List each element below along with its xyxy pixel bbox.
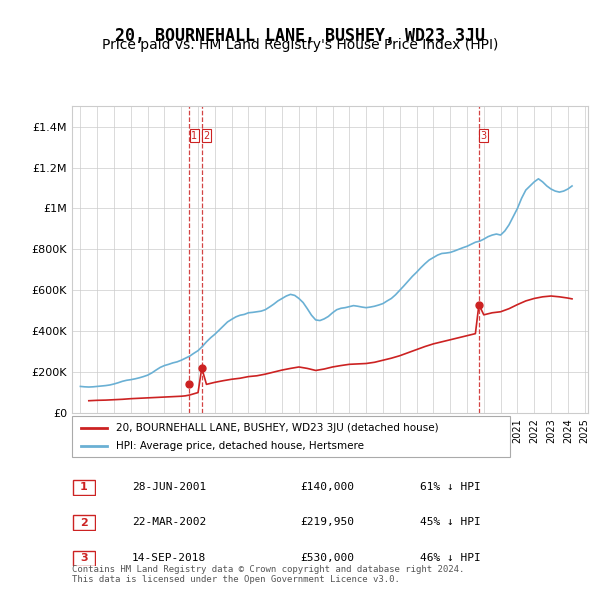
Text: Contains HM Land Registry data © Crown copyright and database right 2024.
This d: Contains HM Land Registry data © Crown c… (72, 565, 464, 584)
Text: 3: 3 (80, 553, 88, 563)
FancyBboxPatch shape (73, 515, 95, 530)
Text: 20, BOURNEHALL LANE, BUSHEY, WD23 3JU: 20, BOURNEHALL LANE, BUSHEY, WD23 3JU (115, 27, 485, 45)
Text: 20, BOURNEHALL LANE, BUSHEY, WD23 3JU (detached house): 20, BOURNEHALL LANE, BUSHEY, WD23 3JU (d… (116, 422, 439, 432)
FancyBboxPatch shape (72, 416, 510, 457)
Text: 1: 1 (191, 131, 197, 141)
Text: 61% ↓ HPI: 61% ↓ HPI (420, 482, 481, 491)
Text: 22-MAR-2002: 22-MAR-2002 (132, 517, 206, 527)
Text: 14-SEP-2018: 14-SEP-2018 (132, 553, 206, 562)
Text: £219,950: £219,950 (300, 517, 354, 527)
Text: 46% ↓ HPI: 46% ↓ HPI (420, 553, 481, 562)
Text: £530,000: £530,000 (300, 553, 354, 562)
Text: 45% ↓ HPI: 45% ↓ HPI (420, 517, 481, 527)
Text: 28-JUN-2001: 28-JUN-2001 (132, 482, 206, 491)
Text: 3: 3 (481, 131, 487, 141)
FancyBboxPatch shape (73, 480, 95, 495)
Text: HPI: Average price, detached house, Hertsmere: HPI: Average price, detached house, Hert… (116, 441, 364, 451)
Text: 2: 2 (203, 131, 209, 141)
Text: £140,000: £140,000 (300, 482, 354, 491)
Text: 2: 2 (80, 518, 88, 527)
Text: Price paid vs. HM Land Registry's House Price Index (HPI): Price paid vs. HM Land Registry's House … (102, 38, 498, 53)
Text: 1: 1 (80, 483, 88, 492)
FancyBboxPatch shape (73, 550, 95, 566)
